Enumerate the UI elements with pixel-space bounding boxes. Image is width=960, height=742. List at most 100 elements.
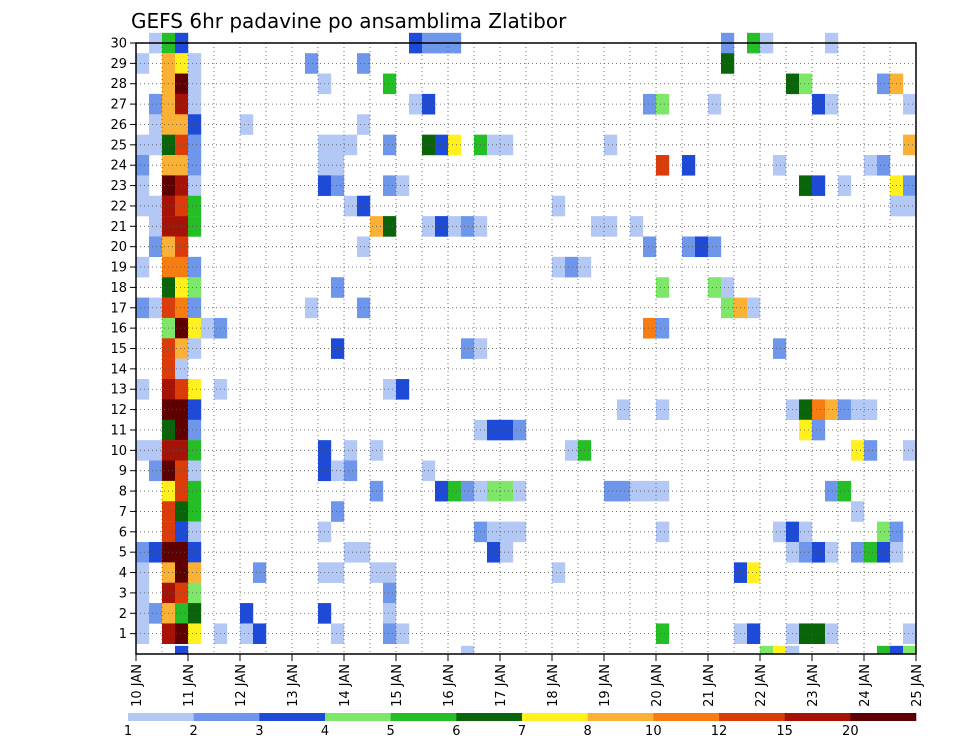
legend-label: 3 bbox=[255, 724, 263, 739]
heatmap-cell bbox=[890, 645, 904, 655]
heatmap-cell bbox=[188, 603, 202, 624]
x-tick-label: 18 JAN bbox=[546, 664, 561, 707]
y-tick-label: 29 bbox=[110, 57, 127, 72]
heatmap-cell bbox=[825, 399, 839, 420]
x-tick-label: 15 JAN bbox=[390, 664, 405, 707]
heatmap-cell bbox=[656, 623, 670, 645]
y-axis-ticks: 1234567891011121314151617181920212223242… bbox=[110, 37, 136, 642]
heatmap-cell bbox=[435, 216, 449, 237]
heatmap-cell bbox=[188, 480, 202, 502]
heatmap-cell bbox=[604, 216, 618, 237]
legend-label: 8 bbox=[584, 724, 592, 739]
y-tick-label: 14 bbox=[110, 362, 127, 377]
heatmap-cell bbox=[903, 93, 917, 115]
heatmap-cell bbox=[799, 73, 813, 95]
y-tick-label: 25 bbox=[110, 138, 127, 153]
legend-label: 1 bbox=[124, 724, 132, 739]
heatmap-cell bbox=[409, 93, 423, 115]
heatmap-cell bbox=[149, 93, 163, 115]
legend-swatch bbox=[719, 713, 785, 721]
legend-swatch bbox=[456, 713, 523, 721]
heatmap-cell bbox=[656, 277, 670, 298]
heatmap-cell bbox=[149, 297, 163, 319]
heatmap-cell bbox=[500, 480, 514, 502]
x-tick-label: 13 JAN bbox=[286, 664, 301, 707]
heatmap-cell bbox=[877, 521, 891, 543]
heatmap-cell bbox=[175, 338, 189, 359]
heatmap-cell bbox=[643, 93, 657, 115]
y-tick-label: 6 bbox=[119, 525, 127, 540]
heatmap-cell bbox=[721, 277, 735, 298]
heatmap-cell bbox=[331, 501, 345, 522]
heatmap-cell bbox=[487, 480, 501, 502]
x-tick-label: 12 JAN bbox=[234, 664, 249, 707]
chart-title: GEFS 6hr padavine po ansamblima Zlatibor bbox=[131, 9, 567, 33]
heatmap-cell bbox=[136, 155, 150, 176]
heatmap-cell bbox=[175, 155, 189, 176]
heatmap-cell bbox=[136, 297, 150, 319]
heatmap-cell bbox=[175, 521, 189, 543]
heatmap-cell bbox=[188, 134, 202, 156]
heatmap-cell bbox=[136, 440, 150, 461]
heatmap-cell bbox=[435, 134, 449, 156]
legend-swatch bbox=[193, 713, 260, 721]
heatmap-cell bbox=[188, 256, 202, 278]
heatmap-cell bbox=[708, 93, 722, 115]
heatmap-cell bbox=[812, 419, 826, 441]
heatmap-cell bbox=[500, 134, 514, 156]
x-tick-label: 25 JAN bbox=[910, 664, 925, 707]
heatmap-cell bbox=[461, 480, 475, 502]
heatmap-cell bbox=[240, 603, 254, 624]
heatmap-cell bbox=[201, 317, 215, 339]
y-tick-label: 8 bbox=[119, 485, 127, 500]
heatmap-cell bbox=[188, 501, 202, 522]
heatmap-cell bbox=[136, 195, 150, 217]
heatmap-cell bbox=[747, 623, 761, 645]
y-tick-label: 30 bbox=[110, 37, 127, 52]
heatmap-cell bbox=[812, 623, 826, 645]
heatmap-cell bbox=[188, 155, 202, 176]
heatmap-cell bbox=[760, 645, 774, 655]
heatmap-cell bbox=[383, 73, 397, 95]
heatmap-cell bbox=[175, 623, 189, 645]
legend-label: 2 bbox=[190, 724, 198, 739]
heatmap-cell bbox=[175, 134, 189, 156]
heatmap-cell bbox=[643, 317, 657, 339]
heatmap-cell bbox=[188, 541, 202, 563]
heatmap-cell bbox=[175, 541, 189, 563]
heatmap-cell bbox=[552, 256, 566, 278]
heatmap-cell bbox=[708, 277, 722, 298]
heatmap-cell bbox=[721, 297, 735, 319]
heatmap-cell bbox=[136, 582, 150, 604]
heatmap-cell bbox=[136, 379, 150, 400]
heatmap-cell bbox=[188, 216, 202, 237]
x-tick-label: 22 JAN bbox=[754, 664, 769, 707]
heatmap-cell bbox=[188, 419, 202, 441]
heatmap-cell bbox=[305, 297, 319, 319]
heatmap-cell bbox=[357, 236, 371, 258]
heatmap-cell bbox=[331, 155, 345, 176]
heatmap-cell bbox=[188, 53, 202, 74]
y-tick-label: 10 bbox=[110, 444, 127, 459]
heatmap-cell bbox=[240, 114, 254, 135]
y-tick-label: 5 bbox=[119, 546, 127, 561]
heatmap-cell bbox=[825, 93, 839, 115]
legend-label: 6 bbox=[452, 724, 460, 739]
heatmap-cell bbox=[175, 277, 189, 298]
heatmap-cell bbox=[136, 53, 150, 74]
heatmap-cell bbox=[331, 338, 345, 359]
y-tick-label: 18 bbox=[110, 281, 127, 296]
heatmap-cell bbox=[149, 114, 163, 135]
heatmap-cell bbox=[448, 216, 462, 237]
heatmap-cell bbox=[136, 623, 150, 645]
heatmap-cell bbox=[344, 541, 358, 563]
heatmap-cell bbox=[851, 440, 865, 461]
x-tick-label: 24 JAN bbox=[858, 664, 873, 707]
legend-swatch bbox=[784, 713, 851, 721]
heatmap-cell bbox=[357, 195, 371, 217]
heatmap-cell bbox=[851, 541, 865, 563]
heatmap-cell bbox=[513, 419, 527, 441]
heatmap-cell bbox=[383, 379, 397, 400]
heatmap-cell bbox=[175, 419, 189, 441]
legend-swatch bbox=[587, 713, 654, 721]
